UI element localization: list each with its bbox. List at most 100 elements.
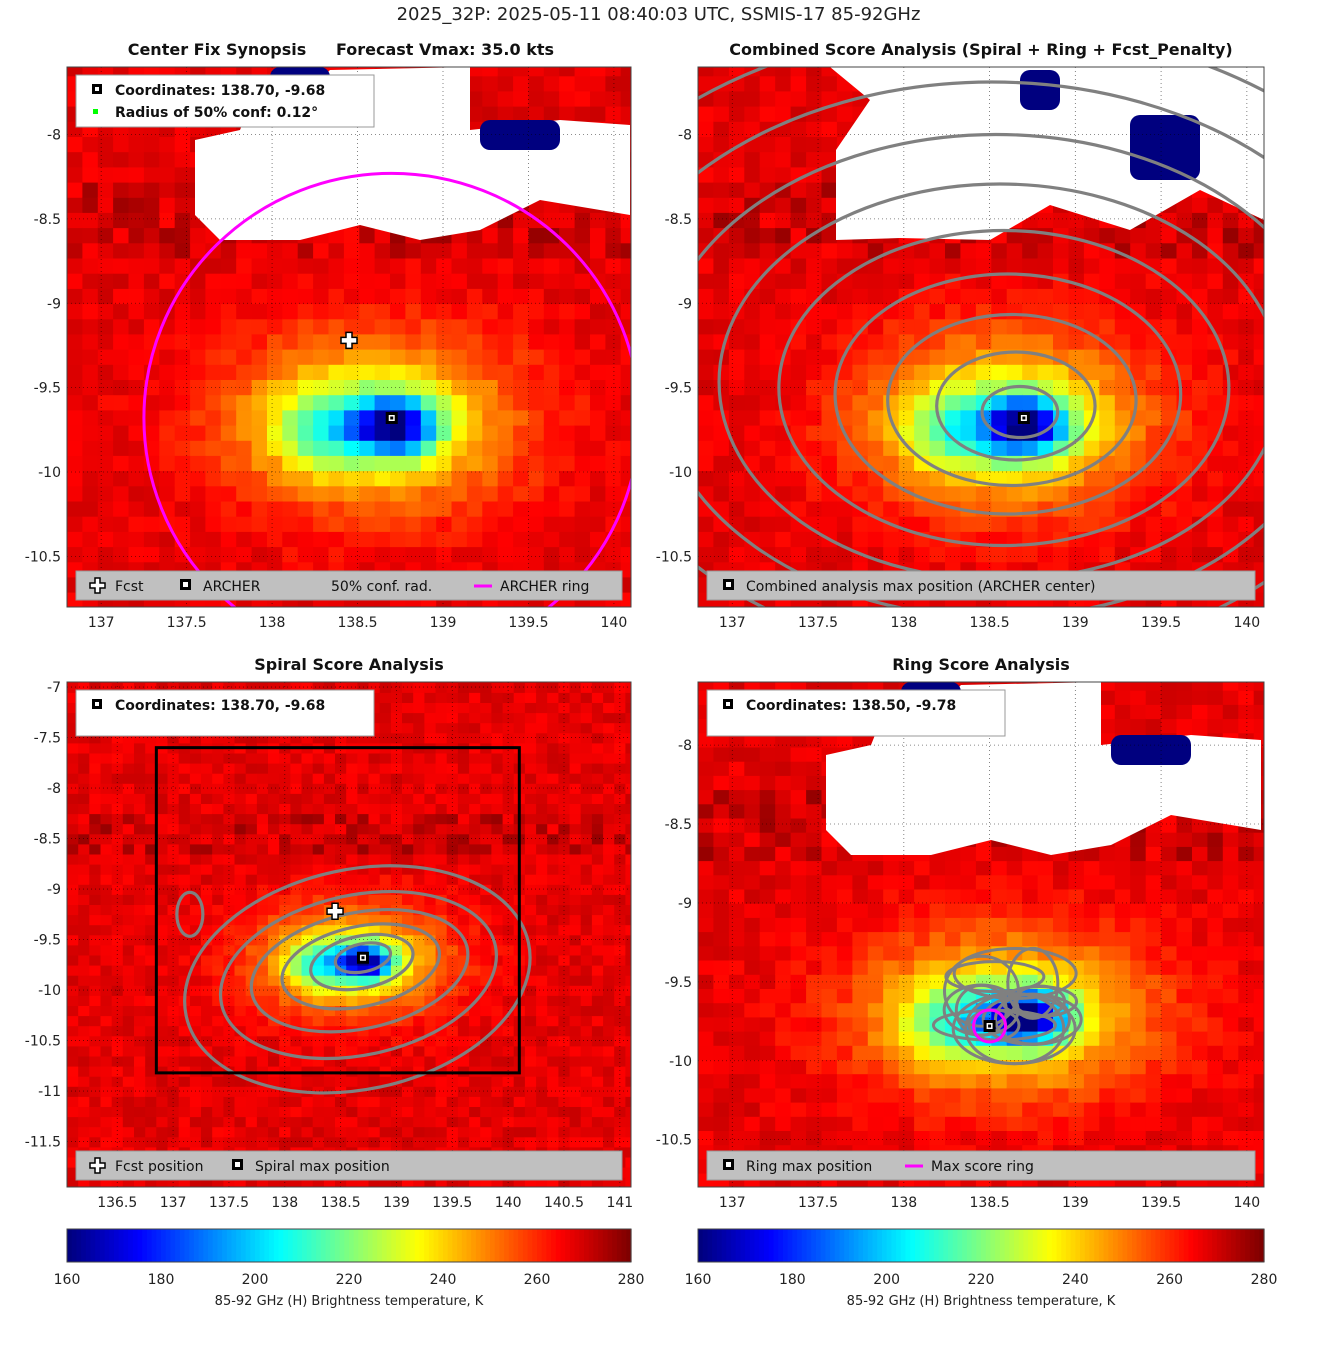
heat-cell (268, 1065, 280, 1077)
heat-cell (267, 409, 284, 426)
heat-cell (374, 272, 391, 289)
heat-cell (357, 813, 370, 825)
heat-cell (536, 742, 549, 754)
heat-cell (128, 136, 145, 153)
heat-cell (436, 485, 453, 502)
heat-cell (78, 914, 91, 926)
heat-cell (446, 682, 459, 693)
heat-cell (620, 288, 631, 305)
heat-cell (134, 843, 146, 855)
heat-cell (867, 379, 884, 396)
heat-cell (234, 974, 247, 986)
heat-cell (480, 1065, 493, 1077)
heat-cell (368, 974, 381, 986)
heat-cell (282, 515, 299, 532)
heat-cell (883, 500, 900, 517)
heat-cell (223, 873, 236, 885)
heat-cell (379, 863, 392, 875)
heat-cell (547, 1035, 560, 1047)
heat-cell (457, 884, 470, 895)
heat-cell (223, 762, 236, 774)
heat-cell (1253, 424, 1264, 441)
heat-cell (547, 1065, 560, 1077)
heat-cell (620, 485, 631, 502)
heat-cell (420, 500, 437, 517)
heat-cell (212, 995, 225, 1006)
heat-cell (1006, 272, 1023, 289)
heat-cell (497, 455, 514, 472)
heat-cell (1068, 212, 1085, 229)
heat-cell (89, 682, 102, 693)
heat-cell (205, 394, 222, 411)
heat-cell (1207, 364, 1224, 380)
heat-cell (78, 1176, 91, 1187)
heat-cell (100, 1096, 113, 1107)
heat-cell (67, 732, 79, 744)
heat-cell (297, 272, 314, 289)
heat-cell (343, 470, 361, 487)
heat-cell (497, 379, 514, 396)
heat-cell (290, 974, 303, 986)
heat-cell (436, 288, 453, 305)
heat-cell (256, 944, 269, 956)
heat-cell (1161, 546, 1178, 563)
heat-cell (312, 974, 325, 986)
heat-cell (67, 348, 84, 365)
heat-cell (346, 924, 359, 936)
heat-cell (223, 752, 236, 764)
heat-cell (390, 682, 403, 693)
heat-cell (547, 954, 560, 966)
heat-cell (313, 303, 330, 320)
heat-cell (313, 470, 330, 487)
heat-cell (282, 424, 299, 441)
heat-cell (113, 151, 130, 168)
heat-cell (357, 934, 370, 946)
heat-cell (67, 1146, 79, 1158)
heat-cell (312, 1075, 325, 1087)
heat-cell (1145, 394, 1162, 411)
heat-cell (156, 1015, 169, 1027)
heat-cell (502, 1055, 515, 1067)
heat-cell (290, 1045, 303, 1057)
heat-cell (97, 515, 114, 532)
heat-cell (145, 1005, 158, 1017)
heat-cell (547, 995, 560, 1006)
heat-cell (435, 995, 448, 1006)
heat-cell (1253, 531, 1264, 548)
heat-cell (867, 348, 884, 365)
heat-cell (245, 914, 258, 926)
heat-cell (1006, 470, 1023, 487)
heat-cell (78, 803, 91, 815)
heat-cell (178, 1045, 191, 1057)
heat-cell (536, 1176, 549, 1187)
heat-cell (775, 318, 792, 335)
heat-cell (821, 439, 838, 456)
heat-cell (82, 394, 99, 411)
heat-cell (111, 1116, 124, 1128)
heat-cell (346, 1065, 359, 1077)
heat-cell (528, 531, 545, 548)
heat-cell (806, 67, 823, 77)
heat-cell (100, 904, 113, 916)
heat-cell (1192, 379, 1209, 396)
heat-cell (236, 439, 253, 456)
heat-cell (480, 752, 493, 764)
heat-cell (1022, 364, 1039, 380)
heat-cell (1130, 348, 1147, 365)
heat-cell (290, 934, 303, 946)
heat-cell (323, 1005, 336, 1017)
heat-cell (67, 242, 84, 259)
heat-cell (178, 873, 191, 885)
heat-cell (1068, 394, 1085, 411)
heat-cell (201, 752, 213, 764)
heat-cell (547, 964, 560, 976)
heat-cell (201, 1176, 213, 1187)
heat-cell (279, 894, 292, 905)
heat-cell (267, 379, 284, 396)
heat-cell (1238, 515, 1255, 532)
heat-cell (975, 546, 993, 563)
heat-cell (1207, 303, 1224, 320)
heat-cell (374, 546, 391, 563)
heat-cell (502, 813, 515, 825)
heat-cell (480, 1005, 493, 1017)
